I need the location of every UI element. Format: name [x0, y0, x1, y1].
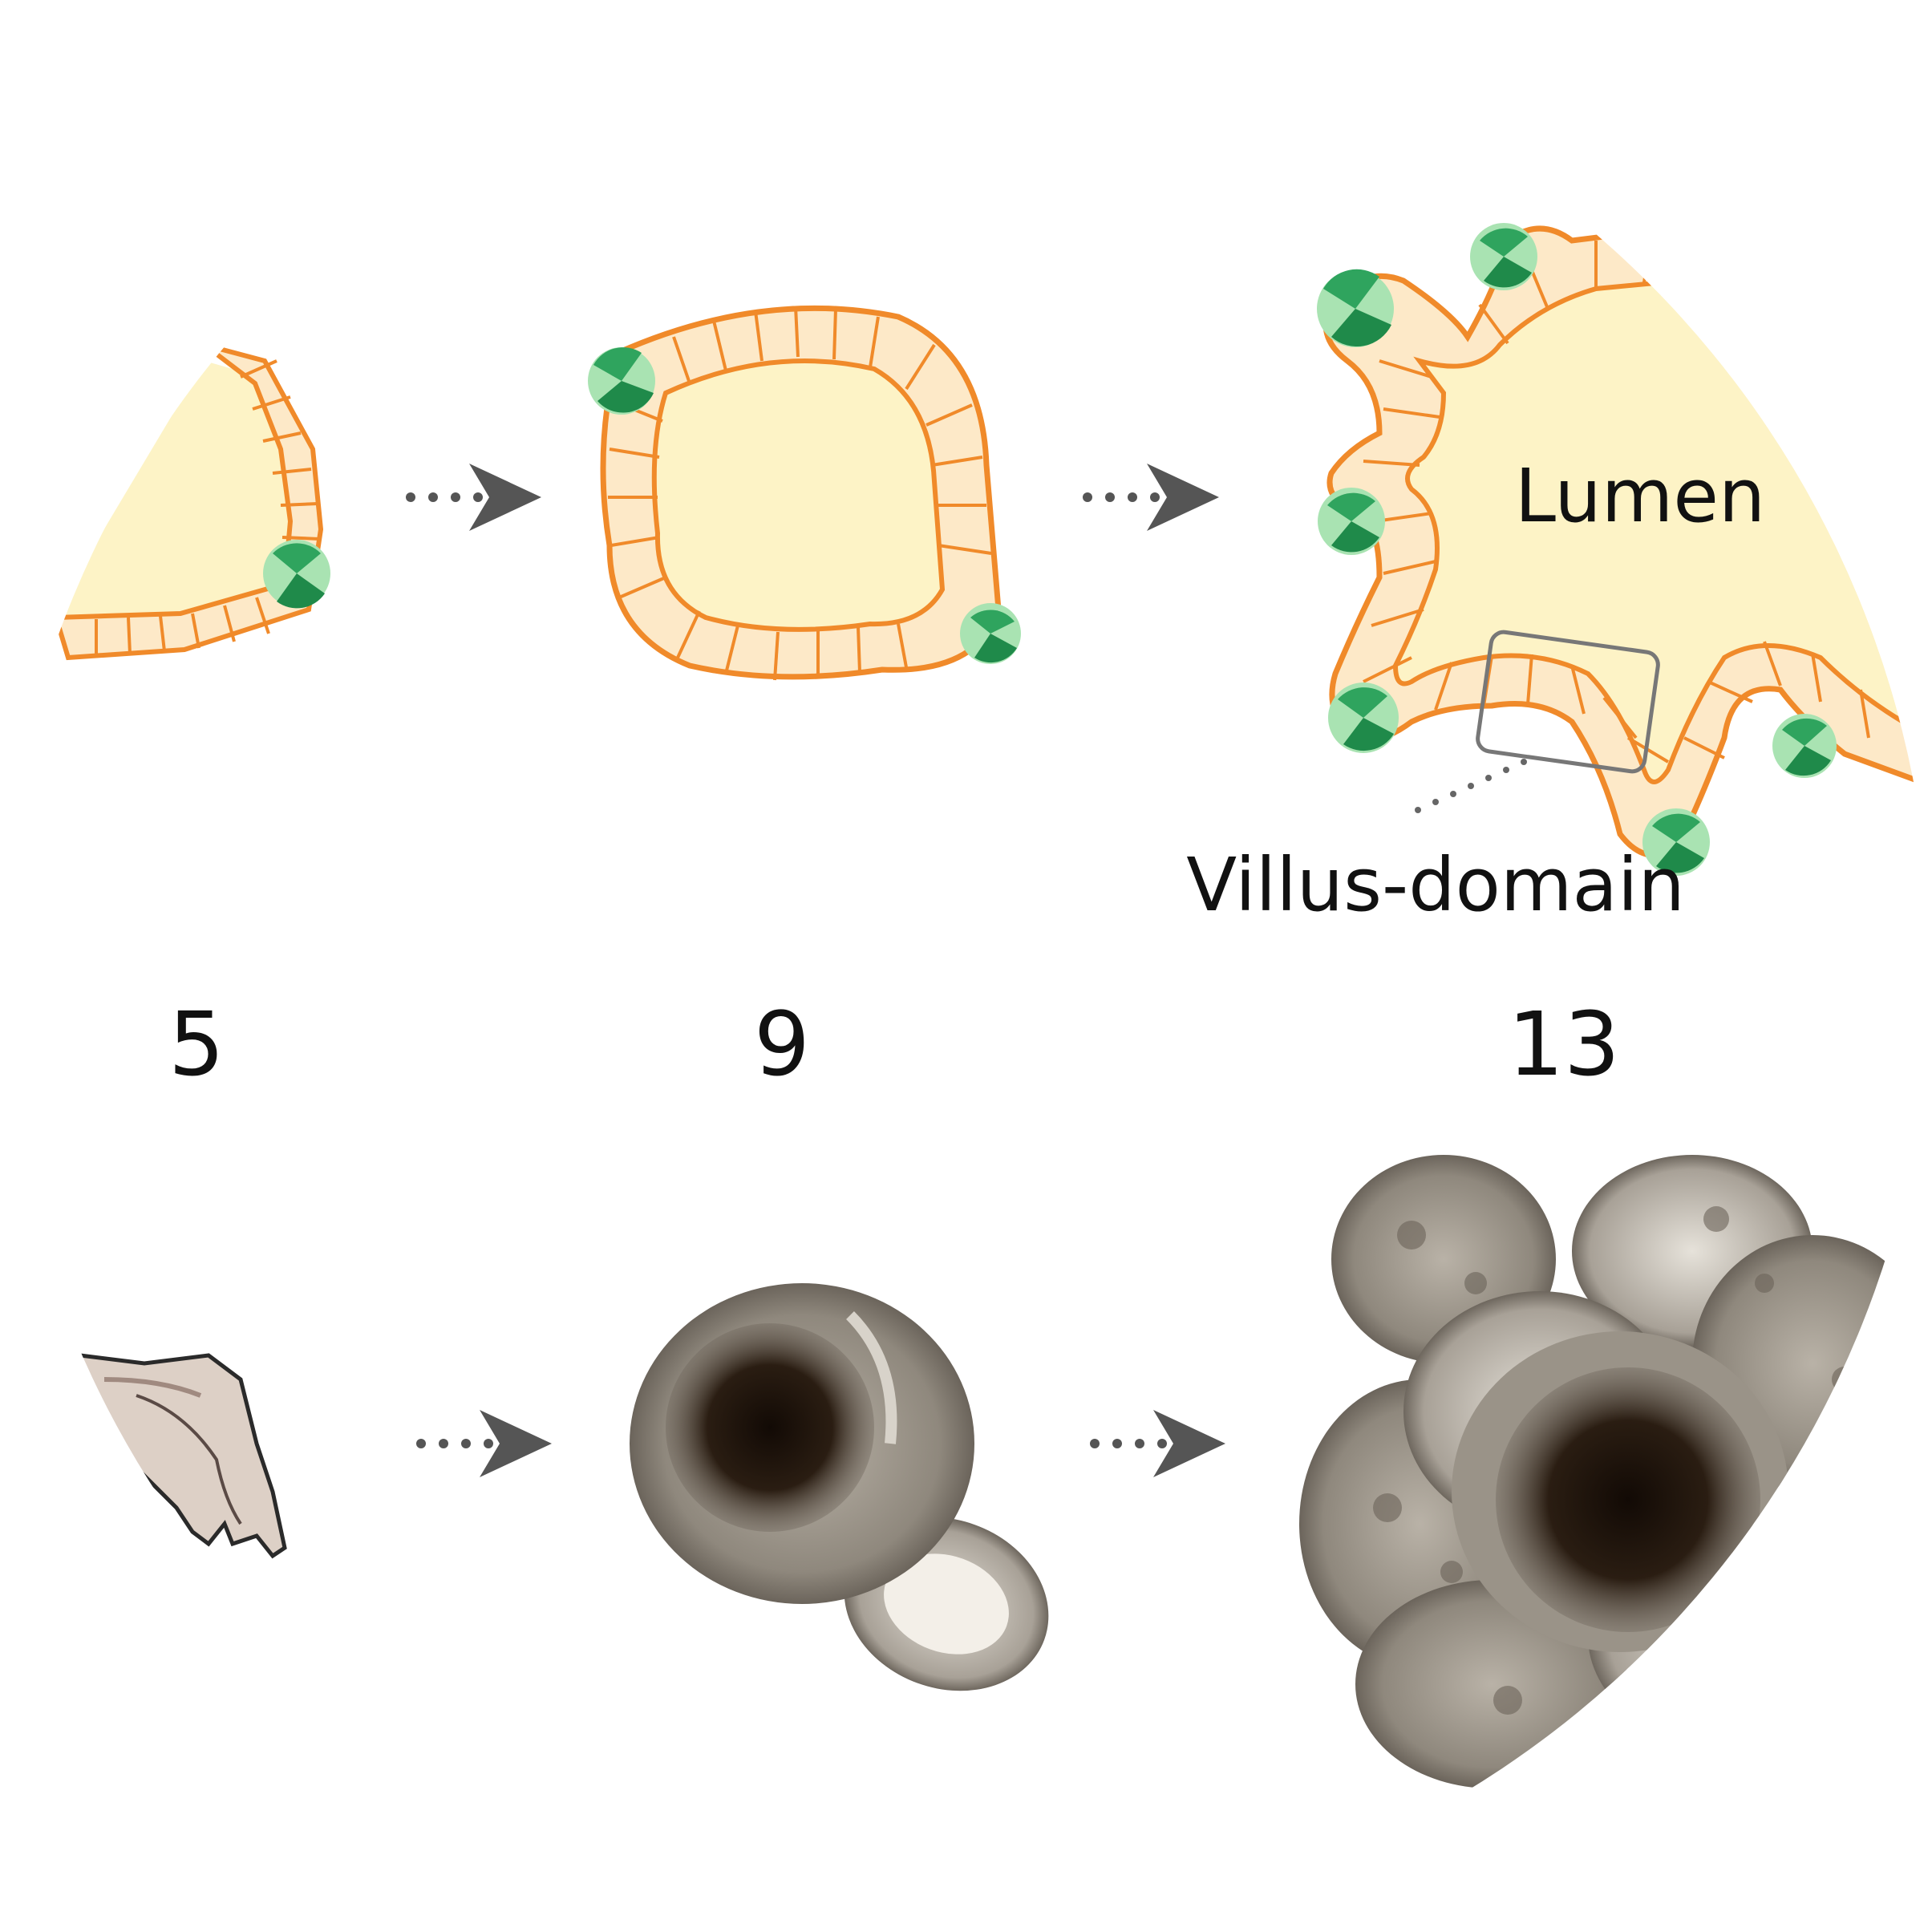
arrow-4 [1090, 1410, 1225, 1477]
villus-domain-box [1476, 630, 1660, 774]
day-label-9: 9 [754, 993, 810, 1096]
epithelium-cells-1 [95, 359, 320, 656]
crypt-cluster-3c [1318, 488, 1385, 555]
day-label-13: 13 [1508, 993, 1620, 1096]
figure-content: Lumen Villus-domain 5 9 13 [53, 205, 1931, 1788]
epithelium-cells-2 [608, 306, 992, 681]
micrograph-stage-2 [630, 1283, 1049, 1691]
schematic-stage-2 [588, 305, 1021, 681]
villus-pointer-dots [1415, 759, 1527, 813]
crypt-cluster-1 [263, 540, 330, 609]
schematic-stage-1 [53, 342, 330, 661]
crypt-cluster-3e [1642, 808, 1710, 876]
crypt-cluster-3a [1317, 269, 1394, 347]
lumen-label: Lumen [1515, 453, 1765, 539]
crypt-cluster-3b [1470, 223, 1537, 290]
lumen-2 [651, 358, 946, 632]
crypt-cluster-3d [1328, 682, 1399, 753]
lumen-fragment-1 [56, 361, 297, 626]
epithelium-band-1 [53, 342, 324, 661]
crypt-cluster-3f [1772, 714, 1837, 778]
crypt-cluster-2a [588, 347, 655, 415]
arrow-1 [406, 464, 541, 531]
schematic-stage-3: Lumen Villus-domain [1186, 205, 1931, 928]
day-label-5: 5 [168, 993, 225, 1096]
micrograph-stage-1 [77, 1353, 287, 1559]
arrow-3 [416, 1410, 552, 1477]
micrograph-stage-3 [1299, 1155, 1931, 1788]
arrow-2 [1083, 464, 1219, 531]
villus-domain-label: Villus-domain [1186, 842, 1685, 928]
crypt-cluster-2b [960, 603, 1021, 664]
